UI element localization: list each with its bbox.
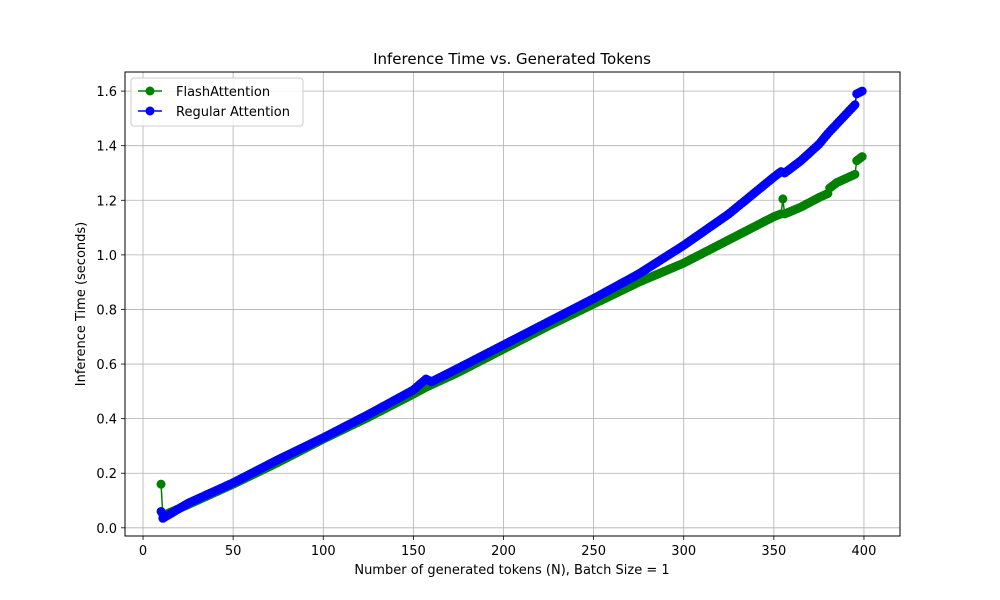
plot-frame — [124, 71, 901, 537]
legend-label-flashattention: FlashAttention — [176, 85, 270, 100]
legend: FlashAttention Regular Attention — [130, 77, 304, 127]
series-layer — [156, 86, 867, 523]
legend-box — [130, 77, 304, 127]
x-tick-label: 200 — [491, 544, 516, 559]
x-tick-label: 0 — [139, 544, 147, 559]
y-tick-label: 1.6 — [96, 85, 117, 100]
data-point-regular-attention — [850, 100, 860, 110]
x-tick-label: 250 — [581, 544, 606, 559]
data-point-flashattention — [156, 479, 166, 489]
y-tick-label: 0.4 — [96, 413, 117, 428]
y-tick-label: 0.8 — [96, 303, 117, 318]
x-tick-label: 400 — [852, 544, 877, 559]
data-point-regular-attention — [857, 86, 867, 96]
x-axis: 0 50 100 150 200 250 300 350 400 — [139, 536, 876, 559]
series-line-regular-attention — [160, 90, 863, 520]
y-tick-label: 1.0 — [96, 249, 117, 264]
chart-title: Inference Time vs. Generated Tokens — [373, 50, 651, 68]
y-axis: 0.0 0.2 0.4 0.6 0.8 1.0 1.2 1.4 1.6 — [96, 85, 125, 537]
x-axis-title: Number of generated tokens (N), Batch Si… — [354, 563, 669, 578]
x-tick-label: 350 — [761, 544, 786, 559]
legend-marker-flashattention — [145, 86, 155, 96]
y-tick-label: 0.2 — [96, 467, 117, 482]
x-tick-label: 300 — [671, 544, 696, 559]
data-point-flashattention — [778, 194, 788, 204]
y-tick-label: 0.6 — [96, 358, 117, 373]
x-tick-label: 50 — [225, 544, 242, 559]
legend-label-regular-attention: Regular Attention — [176, 105, 290, 120]
y-tick-label: 0.0 — [96, 522, 117, 537]
y-tick-label: 1.4 — [96, 140, 117, 155]
series-regular-attention — [156, 86, 867, 523]
data-point-flashattention — [850, 169, 860, 179]
legend-marker-regular-attention — [145, 106, 155, 116]
y-tick-label: 1.2 — [96, 194, 117, 209]
data-point-flashattention — [857, 152, 867, 162]
x-tick-label: 100 — [311, 544, 336, 559]
x-tick-label: 150 — [401, 544, 426, 559]
grid — [125, 72, 900, 536]
y-axis-title: Inference Time (seconds) — [74, 222, 89, 386]
